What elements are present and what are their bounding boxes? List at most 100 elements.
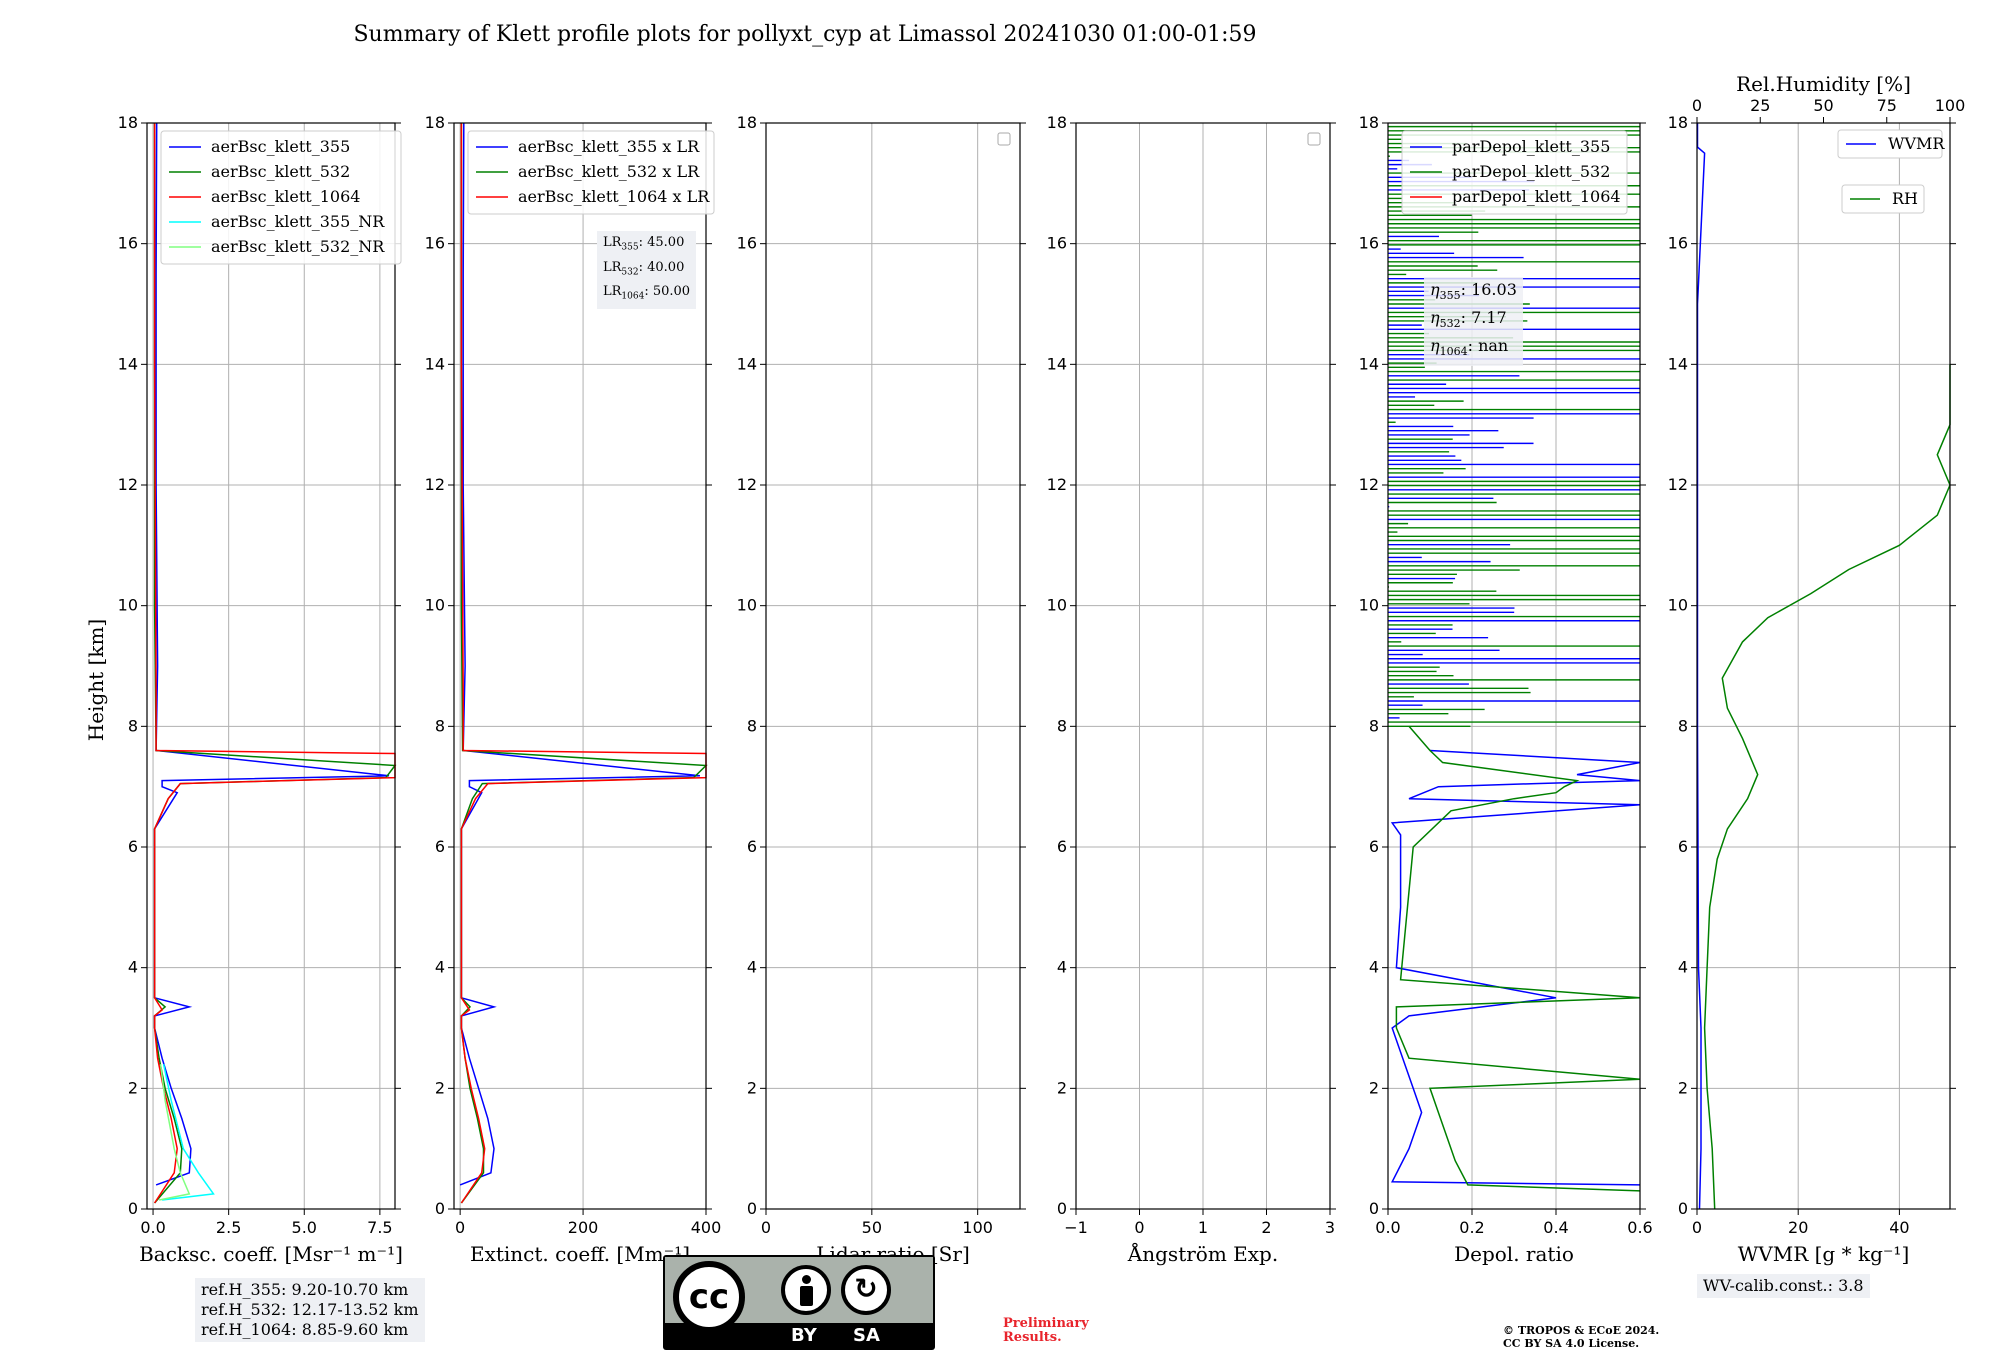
- series-line-aerBsc_klett_355_NR: [162, 1064, 215, 1201]
- empty-legend-box: [997, 132, 1011, 146]
- series-line-aerBsc_klett_1064: [153, 123, 396, 1204]
- y-tick-label: 14: [737, 354, 757, 373]
- y-tick-label: 0: [1678, 1199, 1688, 1218]
- y-tick-label: 10: [425, 596, 445, 615]
- legend-label: parDepol_klett_1064: [1452, 187, 1621, 206]
- y-tick-label: 16: [1047, 234, 1067, 253]
- y-tick-label: 18: [1047, 113, 1067, 132]
- y-tick-label: 12: [1668, 475, 1688, 494]
- copyright-note: © TROPOS & ECoE 2024. CC BY SA 4.0 Licen…: [1503, 1324, 1659, 1350]
- y-tick-label: 16: [1668, 234, 1688, 253]
- y-tick-label: 0: [435, 1199, 445, 1218]
- lr-532-line: LR532: 40.00: [603, 259, 685, 278]
- series-line-parDepol_klett_532: [1395, 725, 1641, 1192]
- figure-title: Summary of Klett profile plots for polly…: [353, 22, 1257, 47]
- x-tick-label: −1: [1064, 1218, 1088, 1237]
- preliminary-line-1: Preliminary: [1003, 1316, 1089, 1331]
- y-tick-label: 8: [747, 716, 757, 735]
- series-line-aerBsc_klett_1064 x LR: [460, 123, 707, 1204]
- y-tick-label: 10: [737, 596, 757, 615]
- x-tick-label: 0: [761, 1218, 771, 1237]
- x-tick-label: 2.5: [216, 1218, 241, 1237]
- x-tick-label: 200: [568, 1218, 599, 1237]
- x-tick-label: 3: [1325, 1218, 1335, 1237]
- y-tick-label: 14: [1359, 354, 1379, 373]
- x-tick-label: 0.2: [1459, 1218, 1484, 1237]
- y-tick-label: 4: [1369, 958, 1379, 977]
- y-tick-label: 6: [435, 837, 445, 856]
- y-tick-label: 4: [1678, 958, 1688, 977]
- y-tick-label: 2: [435, 1078, 445, 1097]
- legend-label: aerBsc_klett_1064 x LR: [518, 187, 710, 206]
- legend-box: [1841, 184, 1925, 214]
- eta-532-line: η532: 7.17: [1430, 308, 1507, 331]
- y-tick-label: 6: [1678, 837, 1688, 856]
- legend-label: aerBsc_klett_532 x LR: [518, 162, 700, 181]
- y-tick-label: 8: [128, 716, 138, 735]
- legend-box: [1401, 130, 1628, 215]
- x-tick-label: 0: [455, 1218, 465, 1237]
- preliminary-line-2: Results.: [1003, 1330, 1062, 1345]
- axes-frame: [765, 122, 1021, 1210]
- x-tick-label: 0.4: [1543, 1218, 1568, 1237]
- panel-5: 0 2 4 6 8 10 12 14 16 18 0.0 0.2 0.4 0.6 Depol. ratio p…: [1359, 113, 1653, 1266]
- legend-box: [160, 130, 402, 265]
- y-tick-label: 10: [118, 596, 138, 615]
- y-tick-label: 6: [128, 837, 138, 856]
- y-tick-label: 10: [1047, 596, 1067, 615]
- y-tick-label: 2: [1057, 1078, 1067, 1097]
- legend-box: [1837, 129, 1943, 159]
- top-x-tick-label: 0: [1692, 96, 1702, 115]
- x-tick-label: 1: [1198, 1218, 1208, 1237]
- top-x-tick-label: 100: [1935, 96, 1966, 115]
- y-tick-label: 14: [425, 354, 445, 373]
- y-tick-label: 18: [118, 113, 138, 132]
- y-tick-label: 18: [737, 113, 757, 132]
- axes-frame: [1387, 122, 1641, 1210]
- x-tick-label: 0: [1134, 1218, 1144, 1237]
- x-tick-label: 0.0: [1375, 1218, 1400, 1237]
- y-tick-label: 0: [128, 1199, 138, 1218]
- y-tick-label: 8: [435, 716, 445, 735]
- y-tick-label: 4: [435, 958, 445, 977]
- eta-355-line: η355: 16.03: [1430, 280, 1517, 303]
- series-line-aerBsc_klett_532: [153, 123, 397, 1204]
- ref-1064: ref.H_1064: 8.85-9.60 km: [201, 1320, 409, 1339]
- empty-legend-box: [1307, 132, 1321, 146]
- y-tick-label: 12: [425, 475, 445, 494]
- y-tick-label: 18: [1359, 113, 1379, 132]
- series-line-WVMR: [1696, 123, 1706, 1210]
- reference-height-box: ref.H_355: 9.20-10.70 km ref.H_532: 12.1…: [195, 1278, 425, 1342]
- legend-label: WVMR: [1888, 134, 1945, 153]
- legend-label: aerBsc_klett_532: [211, 162, 350, 181]
- y-tick-label: 10: [1668, 596, 1688, 615]
- x-tick-label: 7.5: [367, 1218, 392, 1237]
- lr-1064-line: LR1064: 50.00: [603, 284, 691, 302]
- y-tick-label: 12: [1359, 475, 1379, 494]
- y-tick-label: 14: [118, 354, 138, 373]
- axes-frame: [1696, 122, 1951, 1210]
- y-tick-label: 14: [1047, 354, 1067, 373]
- y-tick-label: 8: [1369, 716, 1379, 735]
- x-tick-label: 100: [962, 1218, 993, 1237]
- x-tick-label: 5.0: [292, 1218, 317, 1237]
- y-tick-label: 16: [1359, 234, 1379, 253]
- y-tick-label: 0: [747, 1199, 757, 1218]
- x-tick-label: 40: [1889, 1218, 1909, 1237]
- x-tick-label: 0.6: [1627, 1218, 1652, 1237]
- x-tick-label: 0.0: [140, 1218, 165, 1237]
- axes-frame: [453, 122, 707, 1210]
- y-tick-label: 10: [1359, 596, 1379, 615]
- y-tick-label: 16: [425, 234, 445, 253]
- by-icon: [781, 1265, 831, 1315]
- y-tick-label: 2: [1678, 1078, 1688, 1097]
- x-tick-label: 400: [691, 1218, 722, 1237]
- top-x-tick-label: 75: [1877, 96, 1897, 115]
- top-x-tick-label: 50: [1813, 96, 1833, 115]
- y-tick-label: 14: [1668, 354, 1688, 373]
